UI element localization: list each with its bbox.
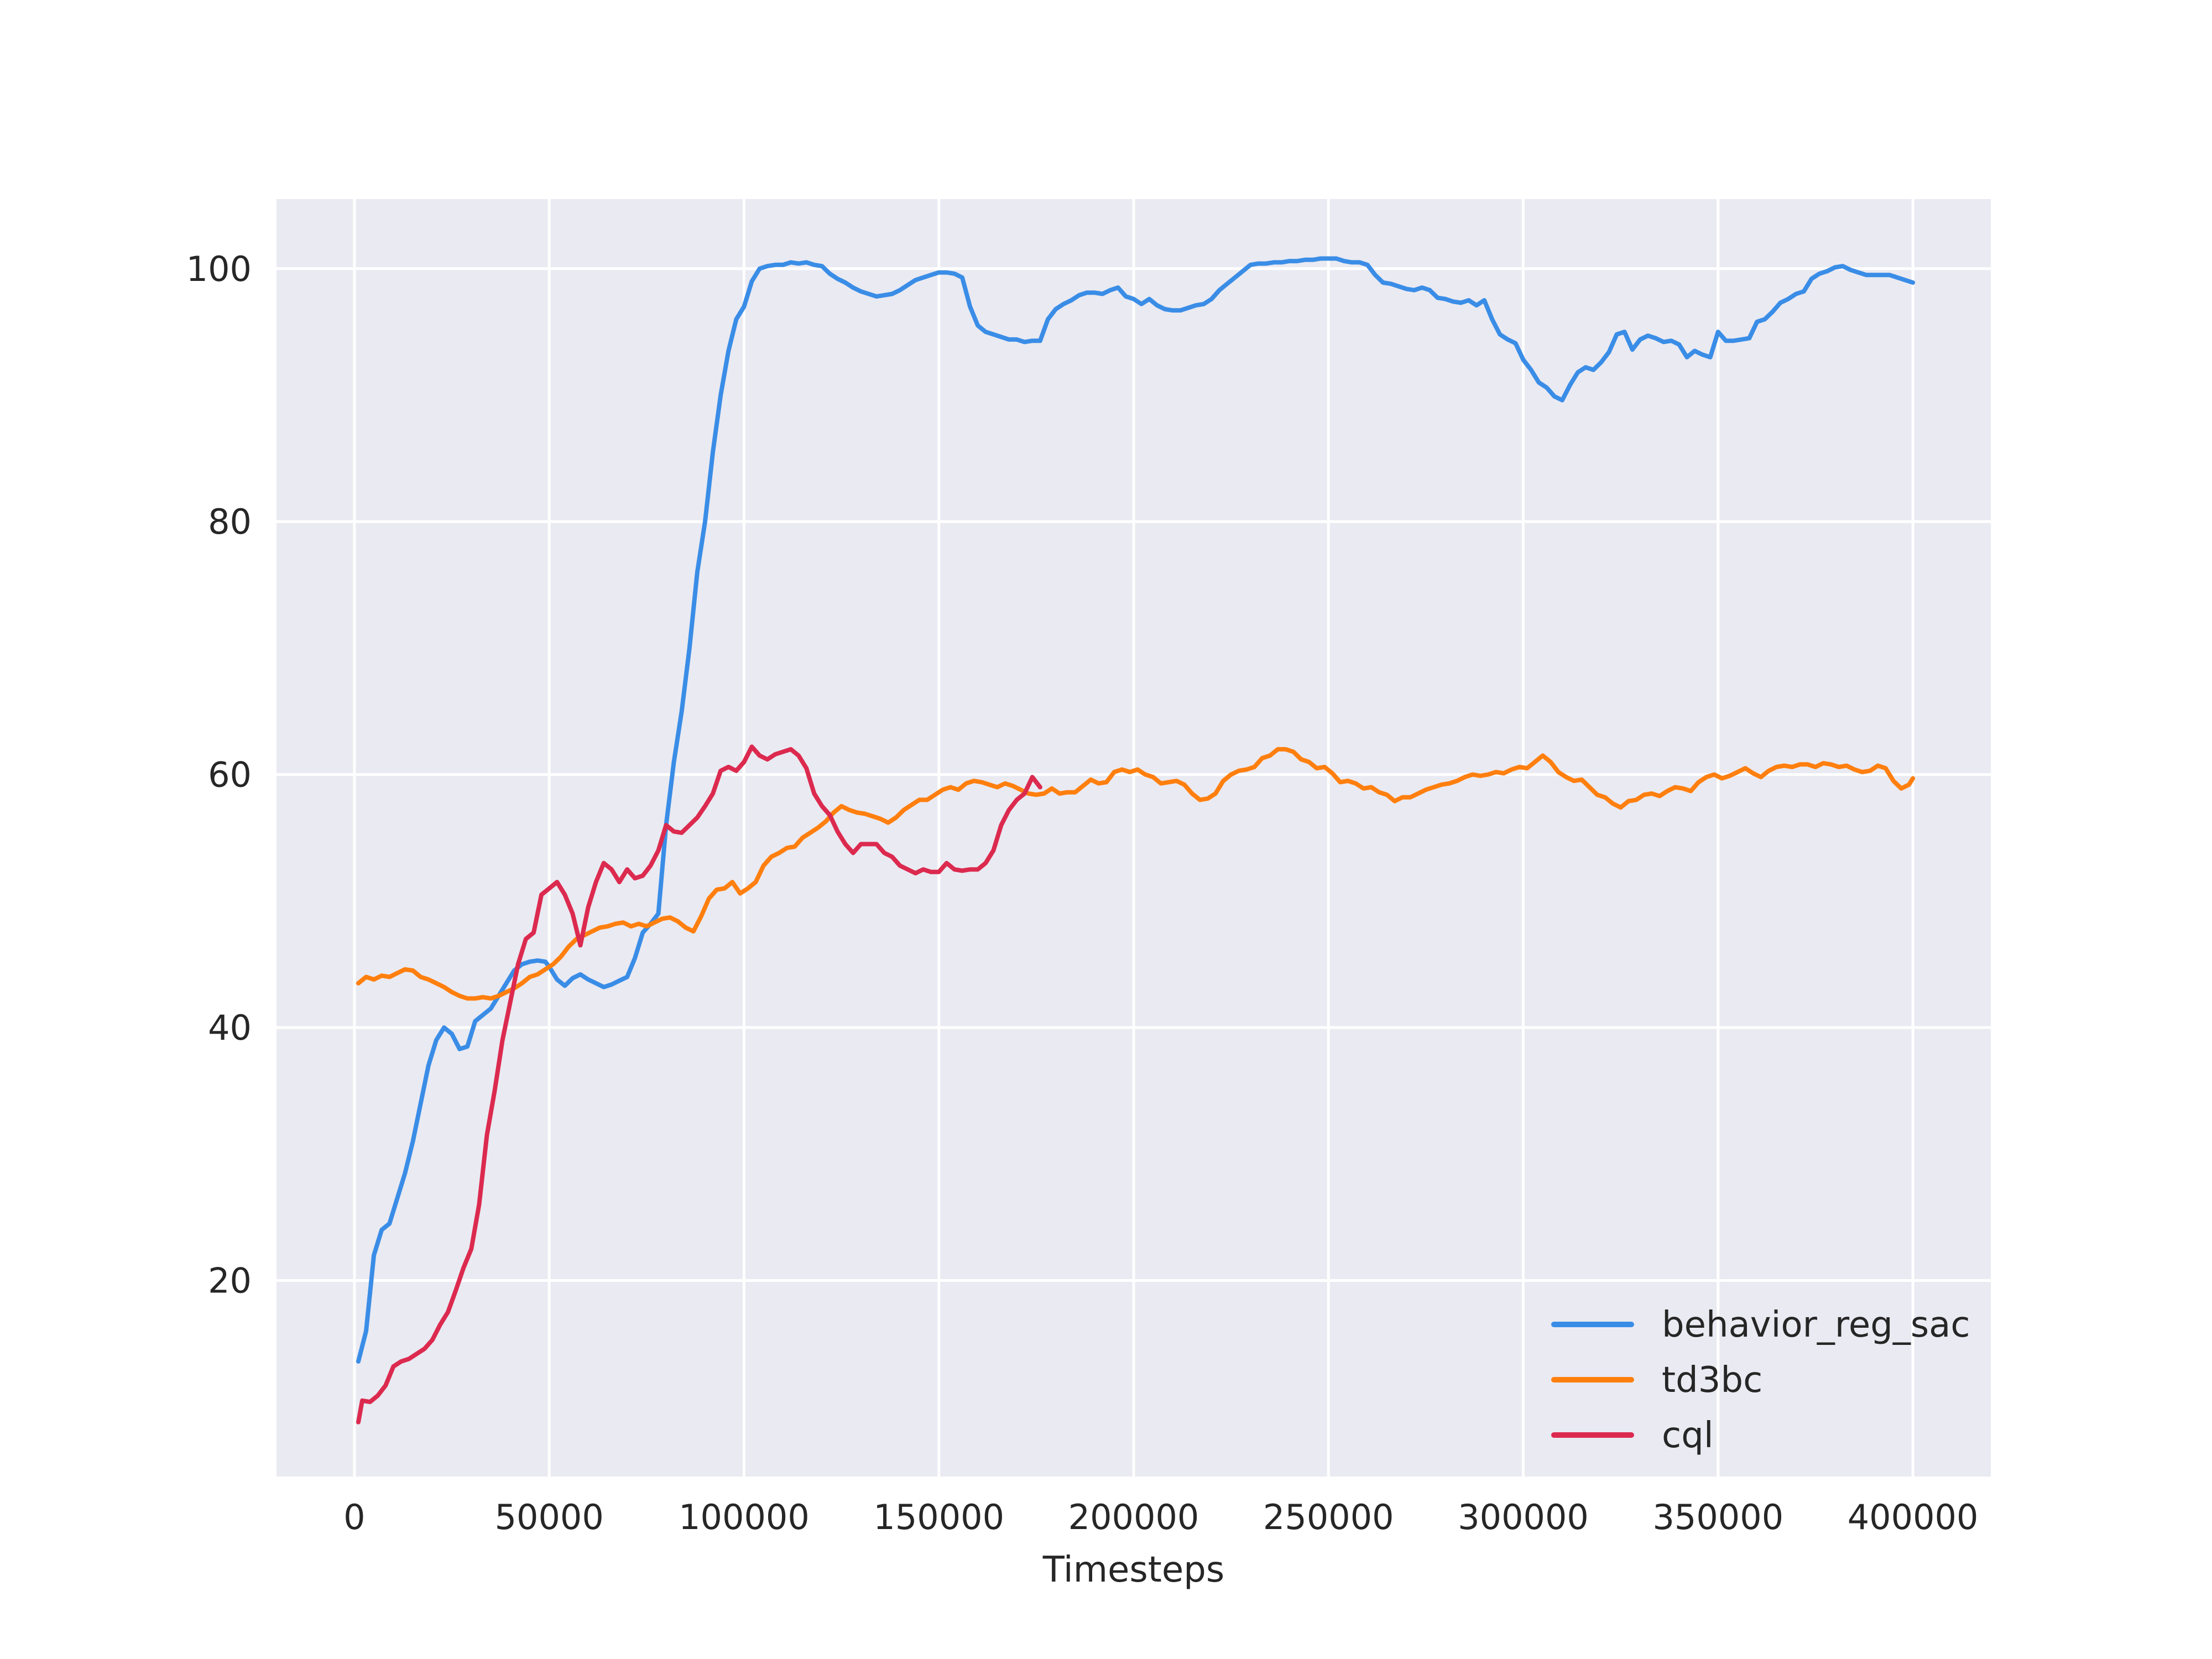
- y-tick-label: 20: [208, 1260, 252, 1301]
- series-line-td3bc: [356, 747, 1916, 1001]
- x-tick-label: 250000: [1263, 1497, 1394, 1537]
- series-line-behavior-reg-sac: [356, 256, 1916, 1364]
- y-tick-label: 40: [208, 1008, 252, 1048]
- y-tick-label: 100: [186, 249, 252, 289]
- x-tick-label: 300000: [1458, 1497, 1589, 1537]
- x-tick-label: 100000: [679, 1497, 810, 1537]
- x-tick-label: 50000: [495, 1497, 604, 1537]
- y-tick-label: 60: [208, 755, 252, 795]
- series-group: [356, 256, 1916, 1425]
- x-tick-label: 400000: [1848, 1497, 1979, 1537]
- grid: [276, 199, 1991, 1477]
- x-tick-label: 150000: [873, 1497, 1004, 1537]
- legend-label: cql: [1662, 1415, 1714, 1456]
- x-tick-label: 200000: [1068, 1497, 1199, 1537]
- y-tick-label: 80: [208, 502, 252, 542]
- x-axis-label: Timesteps: [1042, 1550, 1224, 1590]
- x-axis-ticks: 0 50000 100000 150000 200000 250000 300000 3500…: [343, 1497, 1978, 1537]
- legend: behavior_reg_sac td3bc cql: [1551, 1305, 1970, 1456]
- x-tick-label: 350000: [1652, 1497, 1783, 1537]
- legend-label: td3bc: [1662, 1360, 1762, 1401]
- x-tick-label: 0: [343, 1497, 365, 1537]
- legend-label: behavior_reg_sac: [1662, 1305, 1970, 1345]
- series-line-cql: [356, 744, 1042, 1425]
- y-axis-ticks: 20 40 60 80 100: [186, 249, 252, 1301]
